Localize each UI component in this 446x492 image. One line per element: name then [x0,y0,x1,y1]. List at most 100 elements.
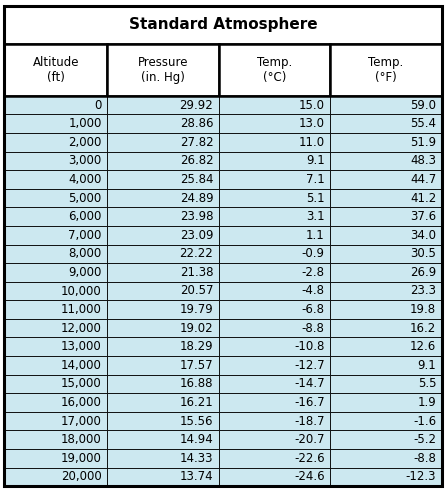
Text: 15,000: 15,000 [61,377,102,391]
Text: 15.0: 15.0 [299,99,325,112]
Bar [107,300,219,319]
Bar [4,152,107,170]
Text: 16.88: 16.88 [180,377,213,391]
Text: -2.8: -2.8 [302,266,325,279]
Bar [107,189,219,208]
Text: Pressure
(in. Hg): Pressure (in. Hg) [138,56,188,84]
Text: -14.7: -14.7 [294,377,325,391]
Bar [219,449,330,467]
Bar [4,430,107,449]
Bar [219,189,330,208]
Text: 22.22: 22.22 [180,247,213,260]
Bar [4,6,442,44]
Text: 25.84: 25.84 [180,173,213,186]
Bar [219,44,330,96]
Text: 3.1: 3.1 [306,210,325,223]
Bar [4,412,107,430]
Bar [330,300,442,319]
Text: 13.74: 13.74 [180,470,213,483]
Bar [4,338,107,356]
Bar [219,96,330,115]
Bar [330,44,442,96]
Text: 8,000: 8,000 [69,247,102,260]
Text: 14.94: 14.94 [180,433,213,446]
Text: 0: 0 [95,99,102,112]
Bar [219,245,330,263]
Text: -8.8: -8.8 [302,322,325,335]
Text: 18.29: 18.29 [180,340,213,353]
Bar [330,449,442,467]
Bar [4,226,107,245]
Bar [107,226,219,245]
Text: 6,000: 6,000 [68,210,102,223]
Text: 16.2: 16.2 [410,322,436,335]
Bar [107,44,219,96]
Bar [330,356,442,374]
Text: 5.1: 5.1 [306,191,325,205]
Text: 18,000: 18,000 [61,433,102,446]
Bar [330,170,442,189]
Bar [219,356,330,374]
Text: Temp.
(°F): Temp. (°F) [368,56,404,84]
Text: 19.8: 19.8 [410,303,436,316]
Text: Altitude
(ft): Altitude (ft) [33,56,79,84]
Text: 20.57: 20.57 [180,284,213,298]
Bar [219,226,330,245]
Bar [219,115,330,133]
Bar [4,319,107,338]
Text: 14,000: 14,000 [61,359,102,372]
Text: 19.02: 19.02 [180,322,213,335]
Bar [4,374,107,393]
Bar [107,319,219,338]
Bar [330,226,442,245]
Text: -6.8: -6.8 [302,303,325,316]
Text: 23.98: 23.98 [180,210,213,223]
Text: 17,000: 17,000 [61,415,102,428]
Text: 9.1: 9.1 [306,154,325,167]
Bar [4,170,107,189]
Text: 26.9: 26.9 [410,266,436,279]
Bar [4,208,107,226]
Text: 34.0: 34.0 [410,229,436,242]
Bar [4,115,107,133]
Text: 44.7: 44.7 [410,173,436,186]
Text: 13,000: 13,000 [61,340,102,353]
Bar [107,96,219,115]
Bar [4,300,107,319]
Text: 19.79: 19.79 [180,303,213,316]
Text: 11,000: 11,000 [61,303,102,316]
Bar [330,208,442,226]
Bar [4,189,107,208]
Text: Standard Atmosphere: Standard Atmosphere [129,17,317,32]
Bar [4,449,107,467]
Text: -18.7: -18.7 [294,415,325,428]
Text: 28.86: 28.86 [180,117,213,130]
Text: 26.82: 26.82 [180,154,213,167]
Bar [330,133,442,152]
Text: 30.5: 30.5 [410,247,436,260]
Bar [107,374,219,393]
Text: 1.9: 1.9 [417,396,436,409]
Bar [107,263,219,282]
Text: 3,000: 3,000 [69,154,102,167]
Bar [107,208,219,226]
Text: 41.2: 41.2 [410,191,436,205]
Text: 20,000: 20,000 [61,470,102,483]
Text: 23.09: 23.09 [180,229,213,242]
Bar [4,356,107,374]
Bar [330,412,442,430]
Text: -1.6: -1.6 [413,415,436,428]
Bar [330,393,442,412]
Bar [107,133,219,152]
Text: -12.3: -12.3 [406,470,436,483]
Bar [219,300,330,319]
Bar [219,152,330,170]
Text: 7.1: 7.1 [306,173,325,186]
Bar [219,374,330,393]
Text: 27.82: 27.82 [180,136,213,149]
Bar [219,282,330,300]
Bar [219,393,330,412]
Bar [4,44,107,96]
Text: 5,000: 5,000 [69,191,102,205]
Bar [219,319,330,338]
